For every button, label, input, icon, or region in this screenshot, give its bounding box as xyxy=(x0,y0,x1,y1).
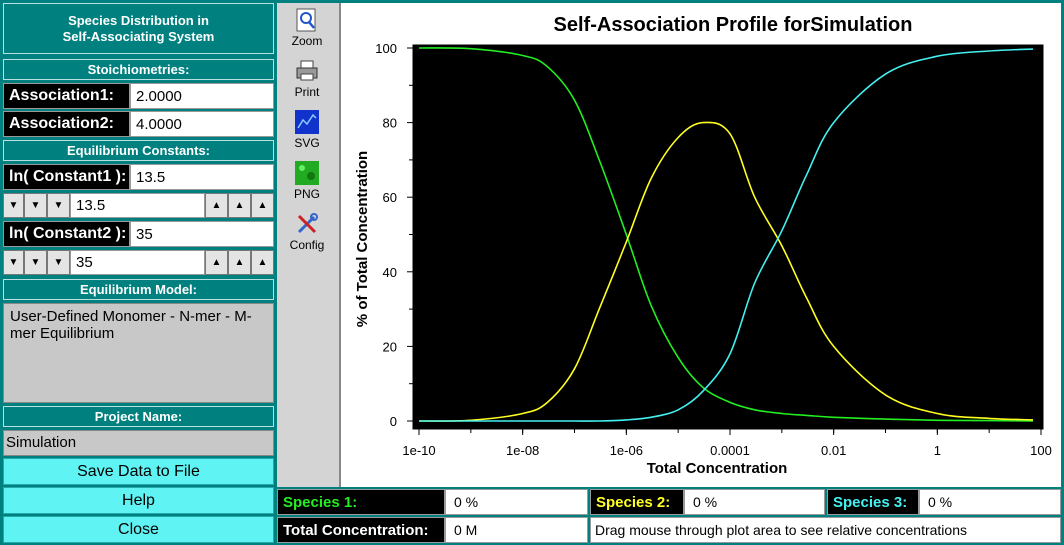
species-1-line xyxy=(418,47,1034,422)
print-label: Print xyxy=(294,85,320,99)
title-line-2: Self-Associating System xyxy=(62,28,215,44)
stoichiometries-header: Stoichiometries: xyxy=(3,59,274,80)
project-name-header: Project Name: xyxy=(3,406,274,427)
constant1-increase-medium-button[interactable]: ▲ xyxy=(228,193,251,218)
constant1-increase-small-button[interactable]: ▲ xyxy=(205,193,228,218)
total-concentration-label: Total Concentration: xyxy=(277,517,445,543)
constant2-decrease-small-button[interactable]: ▼ xyxy=(47,250,70,275)
svg-label: SVG xyxy=(294,136,320,150)
constant1-label: ln( Constant1 ): xyxy=(3,164,130,190)
zoom-tool[interactable]: Zoom xyxy=(277,8,337,48)
association1-field[interactable]: 2.0000 xyxy=(130,83,274,109)
association2-label: Association2: xyxy=(3,111,130,137)
x-tick-label: 100 xyxy=(1030,443,1052,458)
plot-panel: Self-Association Profile forSimulation T… xyxy=(339,3,1061,487)
constant1-decrease-large-button[interactable]: ▼ xyxy=(3,193,24,218)
constant1-counter-value[interactable]: 13.5 xyxy=(70,193,205,218)
species-3-line xyxy=(419,48,1034,422)
x-tick-label: 1e-08 xyxy=(506,443,539,458)
x-tick-label: 0.01 xyxy=(821,443,846,458)
constant2-decrease-large-button[interactable]: ▼ xyxy=(3,250,24,275)
constant2-increase-large-button[interactable]: ▲ xyxy=(251,250,274,275)
png-tool[interactable]: PNG xyxy=(277,161,337,201)
svg-export-icon xyxy=(295,110,319,134)
species1-value: 0 % xyxy=(445,489,588,515)
zoom-label: Zoom xyxy=(291,34,323,48)
constant2-field[interactable]: 35 xyxy=(130,221,274,247)
equilibrium-model-header: Equilibrium Model: xyxy=(3,279,274,300)
y-tick-label: 20 xyxy=(383,339,397,354)
plot-area[interactable] xyxy=(412,44,1044,430)
constant1-decrease-medium-button[interactable]: ▼ xyxy=(24,193,47,218)
y-tick-label: 100 xyxy=(375,41,397,56)
print-tool[interactable]: Print xyxy=(277,59,337,99)
constant2-decrease-medium-button[interactable]: ▼ xyxy=(24,250,47,275)
zoom-icon xyxy=(295,8,319,32)
association2-field[interactable]: 4.0000 xyxy=(130,111,274,137)
y-tick-label: 60 xyxy=(383,190,397,205)
constant1-decrease-small-button[interactable]: ▼ xyxy=(47,193,70,218)
species2-value: 0 % xyxy=(684,489,825,515)
constant2-increase-small-button[interactable]: ▲ xyxy=(205,250,228,275)
y-axis-label: % of Total Concentration xyxy=(354,151,371,327)
equilibrium-model-text[interactable]: User-Defined Monomer - N-mer - M-mer Equ… xyxy=(3,303,274,403)
y-tick-label: 0 xyxy=(390,414,397,429)
x-axis-label: Total Concentration xyxy=(647,460,788,477)
save-data-button[interactable]: Save Data to File xyxy=(3,458,274,485)
project-name-field[interactable]: Simulation xyxy=(3,430,274,456)
help-button[interactable]: Help xyxy=(3,487,274,514)
constant2-label: ln( Constant2 ): xyxy=(3,221,130,247)
y-tick-label: 80 xyxy=(383,116,397,131)
species-distribution-chart[interactable]: Self-Association Profile forSimulation T… xyxy=(341,3,1061,487)
plot-toolbar xyxy=(277,3,339,487)
y-tick-label: 40 xyxy=(383,265,397,280)
title-line-1: Species Distribution in xyxy=(68,12,209,28)
total-concentration-value: 0 M xyxy=(445,517,588,543)
config-label: Config xyxy=(289,238,325,252)
species1-label: Species 1: xyxy=(277,489,445,515)
close-button[interactable]: Close xyxy=(3,516,274,543)
species-2-line xyxy=(418,121,1034,422)
species3-label: Species 3: xyxy=(827,489,919,515)
svg-tool[interactable]: SVG xyxy=(277,110,337,150)
x-tick-label: 1e-06 xyxy=(610,443,643,458)
chart-title: Self-Association Profile forSimulation xyxy=(554,14,913,36)
x-tick-label: 1 xyxy=(934,443,941,458)
constant1-field[interactable]: 13.5 xyxy=(130,164,274,190)
species3-value: 0 % xyxy=(919,489,1061,515)
constant2-counter-value[interactable]: 35 xyxy=(70,250,205,275)
png-export-icon xyxy=(295,161,319,185)
constant1-increase-large-button[interactable]: ▲ xyxy=(251,193,274,218)
config-icon xyxy=(295,212,319,236)
constant2-increase-medium-button[interactable]: ▲ xyxy=(228,250,251,275)
association1-label: Association1: xyxy=(3,83,130,109)
x-tick-label: 0.0001 xyxy=(710,443,750,458)
printer-icon xyxy=(295,59,319,83)
status-hint: Drag mouse through plot area to see rela… xyxy=(590,517,1061,543)
png-label: PNG xyxy=(293,187,320,201)
window-title: Species Distribution in Self-Associating… xyxy=(3,3,274,54)
x-tick-label: 1e-10 xyxy=(402,443,435,458)
config-tool[interactable]: Config xyxy=(277,212,337,252)
equilibrium-constants-header: Equilibrium Constants: xyxy=(3,140,274,161)
species2-label: Species 2: xyxy=(590,489,684,515)
